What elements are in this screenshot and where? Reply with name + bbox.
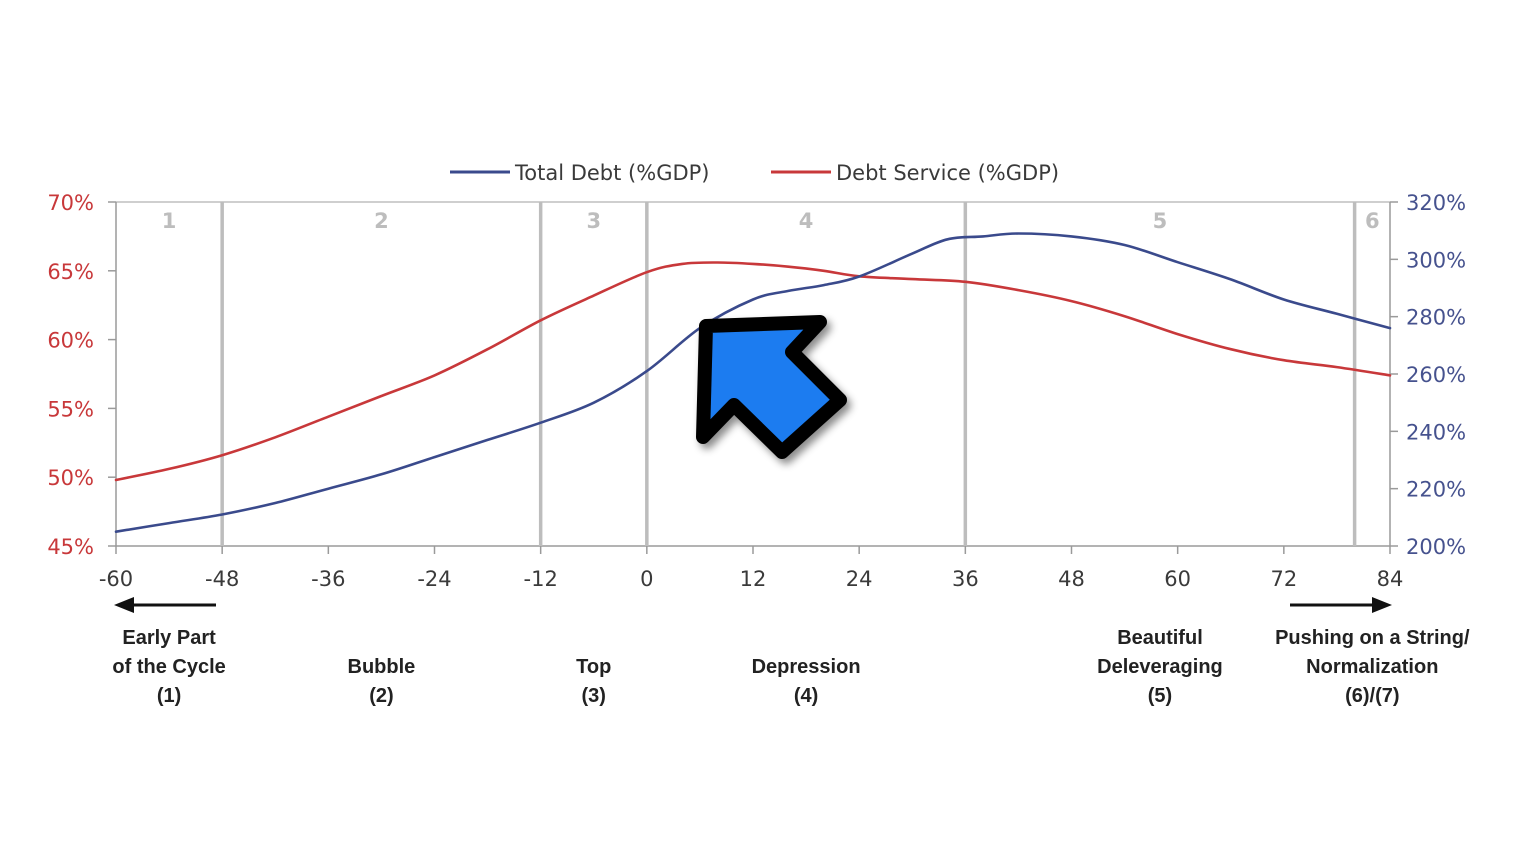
phase-label-line: Deleveraging xyxy=(1097,656,1223,678)
right-tick-label: 240% xyxy=(1406,420,1466,444)
phase-dividers xyxy=(220,202,1357,546)
legend-label-debt-service: Debt Service (%GDP) xyxy=(836,161,1059,185)
phase-label-line: of the Cycle xyxy=(112,656,225,678)
phase-number: 5 xyxy=(1153,209,1168,233)
x-tick-label: 60 xyxy=(1164,567,1191,591)
debt-service-line xyxy=(114,261,1392,482)
right-tick-label: 220% xyxy=(1406,478,1466,502)
x-tick-label: 48 xyxy=(1058,567,1085,591)
phase-number: 1 xyxy=(162,209,177,233)
x-tick-label: -12 xyxy=(524,567,558,591)
phase-label-line: (4) xyxy=(794,685,818,707)
phase-label-line: Pushing on a String/ xyxy=(1275,627,1470,649)
phase-labels: Early Part of the Cycle (1) Bubble (2) Top (3)… xyxy=(112,627,1470,707)
phase-number: 4 xyxy=(799,209,814,233)
left-tick-label: 50% xyxy=(47,466,94,490)
x-axis-ticks: -60 -48 -36 -24 -12 0 12 24 36 48 60 72 84 xyxy=(99,546,1404,591)
phase-number: 6 xyxy=(1365,209,1380,233)
left-tick-label: 45% xyxy=(47,535,94,559)
phase-label-line: Depression xyxy=(752,656,861,678)
mouse-pointer-arrow-icon xyxy=(696,315,847,459)
phase-numbers: 1 2 3 4 5 6 xyxy=(162,209,1380,233)
x-tick-label: 24 xyxy=(846,567,873,591)
legend-label-total-debt: Total Debt (%GDP) xyxy=(514,161,710,185)
phase-label-line: Beautiful xyxy=(1117,627,1203,649)
phase-label-line: (3) xyxy=(582,685,606,707)
phase-label-line: Bubble xyxy=(348,656,416,678)
x-tick-label: 12 xyxy=(740,567,767,591)
x-tick-label: -48 xyxy=(205,567,239,591)
x-tick-label: -60 xyxy=(99,567,133,591)
phase-label-line: (6)/(7) xyxy=(1345,685,1399,707)
right-tick-label: 320% xyxy=(1406,191,1466,215)
left-tick-label: 70% xyxy=(47,191,94,215)
x-tick-label: 36 xyxy=(952,567,979,591)
x-tick-label: 72 xyxy=(1270,567,1297,591)
legend: Total Debt (%GDP) Debt Service (%GDP) xyxy=(450,161,1059,185)
x-tick-label: 84 xyxy=(1377,567,1404,591)
phase-label-line: (5) xyxy=(1148,685,1172,707)
left-axis-ticks: 45% 50% 55% 60% 65% 70% xyxy=(47,191,116,559)
right-tick-label: 200% xyxy=(1406,535,1466,559)
x-tick-label: -36 xyxy=(311,567,345,591)
phase-number: 3 xyxy=(586,209,601,233)
total-debt-line xyxy=(114,232,1392,533)
right-arrow xyxy=(1290,597,1392,613)
phase-number: 2 xyxy=(374,209,389,233)
right-tick-label: 280% xyxy=(1406,306,1466,330)
left-arrow xyxy=(114,597,216,613)
phase-label-line: Normalization xyxy=(1306,656,1438,678)
right-tick-label: 260% xyxy=(1406,363,1466,387)
right-tick-label: 300% xyxy=(1406,248,1466,272)
x-tick-label: -24 xyxy=(417,567,451,591)
x-tick-label: 0 xyxy=(640,567,653,591)
phase-label-line: Top xyxy=(576,656,611,678)
phase-label-line: Early Part xyxy=(122,627,216,649)
left-tick-label: 60% xyxy=(47,329,94,353)
phase-label-line: (1) xyxy=(157,685,181,707)
left-tick-label: 65% xyxy=(47,260,94,284)
phase-label-line: (2) xyxy=(369,685,393,707)
left-tick-label: 55% xyxy=(47,397,94,421)
series-lines xyxy=(114,232,1392,533)
right-axis-ticks: 200% 220% 240% 260% 280% 300% 320% xyxy=(1390,191,1466,559)
